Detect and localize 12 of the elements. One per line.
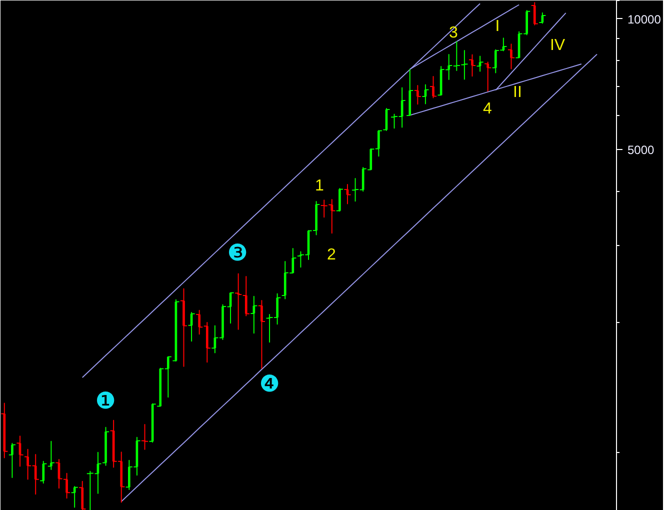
- annotation: IV: [550, 37, 566, 54]
- annotation: II: [513, 84, 522, 101]
- annotation: ❸: [227, 240, 248, 266]
- annotation: ❹: [259, 372, 280, 398]
- annotation: ❶: [95, 388, 116, 414]
- annotation: I: [495, 18, 500, 35]
- y-tick-label: 5000: [628, 142, 655, 157]
- annotation: 3: [449, 24, 458, 42]
- y-tick-label: 10000: [628, 12, 662, 26]
- annotation: 4: [483, 100, 492, 118]
- annotation: 1: [315, 178, 324, 194]
- annotation: 2: [327, 246, 336, 264]
